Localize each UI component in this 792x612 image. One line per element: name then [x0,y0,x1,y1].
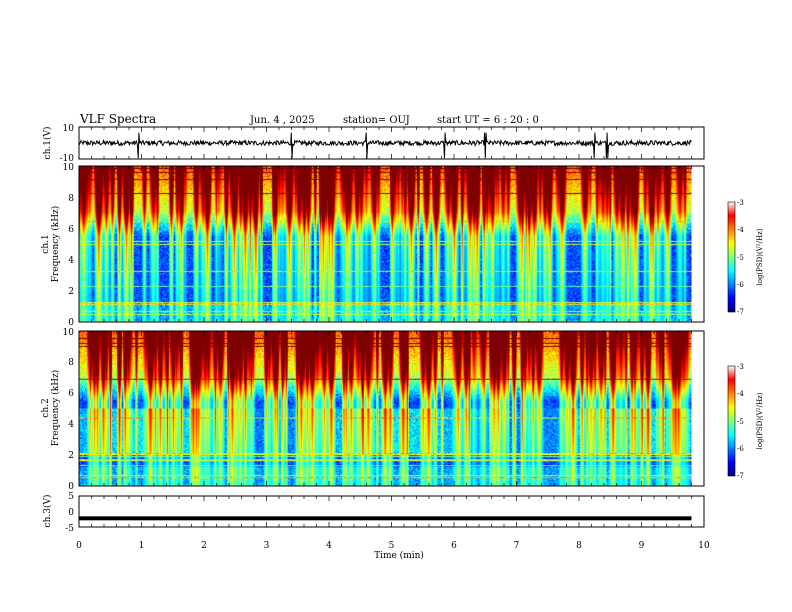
ch2-spec-ylabel-freq: Frequency (kHz) [50,370,61,447]
time-tick-label: 5 [389,541,395,551]
ch1-cb-tick-neg7: -7 [737,308,744,316]
ch1-cb-tick-neg6: -6 [737,281,744,289]
ch2-colorbar [727,365,736,477]
time-tick-label: 9 [639,541,645,551]
ch2-spec-yticks: 0 2 4 6 8 10 [63,328,75,492]
time-tick-label: 0 [76,541,82,551]
time-tick-label: 3 [264,541,270,551]
time-tick-label: 1 [139,541,145,551]
ch1-waveform-panel: 10 -10 ch.1(V) [42,124,705,164]
ch3-ytick-neg5: -5 [65,524,74,534]
ch1-spec-xticks [78,166,705,322]
ch2-spec-ytick-10: 10 [63,328,75,338]
ch3-ylabel: ch.3(V) [42,495,53,528]
ch1-spectrogram-image [79,166,692,322]
time-tick-label: 10 [698,541,710,551]
ch1-ytick-top: 10 [63,124,75,134]
ch1-cb-label: log(PSD)(V²/Hz) [756,228,764,285]
ch2-spec-ytick-8: 8 [68,358,74,368]
time-axis-title: Time (min) [374,550,424,561]
ch1-spec-ytick-4: 4 [68,256,74,266]
time-tick-label: 7 [514,541,520,551]
ch2-spectrogram-image [79,331,692,486]
ch2-spec-ylabel-channel: ch.2 [41,398,51,417]
ch2-spec-ytick-6: 6 [68,389,74,399]
date-label: Jun. 4 , 2025 [249,115,315,126]
ch1-spec-ylabel-freq: Frequency (kHz) [50,206,61,283]
ch2-spec-ytick-4: 4 [68,420,74,430]
ch3-ytick-5: 5 [68,492,74,502]
ch1-cb-tick-neg4: -4 [737,226,744,234]
ch1-spec-ytick-6: 6 [68,225,74,235]
start-ut-label: start UT = 6 : 20 : 0 [437,115,539,126]
ch1-spec-ytick-8: 8 [68,194,74,204]
ch1-spec-yticks: 0 2 4 6 8 10 [63,163,75,328]
ch1-spec-ylabel-channel: ch.1 [41,234,51,253]
figure-title: VLF Spectra [79,112,156,126]
ch1-cb-tick-neg5: -5 [737,254,744,262]
time-tick-label: 8 [576,541,582,551]
ch2-spec-ytick-2: 2 [68,451,74,461]
ch1-xticks [78,127,705,159]
ch1-spectrogram-panel: 0 2 4 6 8 10 ch.1 Frequency (kHz) -3 -4 … [41,163,764,328]
ch1-spec-ytick-0: 0 [68,318,74,328]
ch3-trace [79,516,692,521]
ch1-cb-tick-neg3: -3 [737,199,744,207]
ch2-cb-tick-neg5: -5 [737,418,744,426]
ch1-ylabel: ch.1(V) [42,127,53,160]
ch1-trace [78,132,692,159]
time-axis-labels: 0 1 2 3 4 5 6 7 8 9 10 [76,541,710,551]
ch3-waveform-panel: 5 0 -5 ch.3(V) [42,492,705,534]
ch2-spec-ytick-0: 0 [68,482,74,492]
time-tick-label: 2 [201,541,207,551]
ch2-spec-xticks [78,331,705,486]
ch2-cb-tick-neg4: -4 [737,390,744,398]
ch2-cb-label: log(PSD)(V²/Hz) [756,392,764,449]
ch1-colorbar [727,201,736,313]
station-label: station= OUJ [343,115,410,126]
ch3-xticks [78,496,705,527]
ch2-spectrogram-panel: 0 2 4 6 8 10 ch.2 Frequency (kHz) -3 -4 … [41,328,764,492]
ch2-cb-tick-neg7: -7 [737,472,744,480]
time-tick-label: 6 [451,541,457,551]
ch1-spec-ytick-10: 10 [63,163,75,173]
time-tick-label: 4 [326,541,332,551]
ch2-cb-tick-neg6: -6 [737,445,744,453]
ch3-ytick-0: 0 [68,508,74,518]
ch1-spec-ytick-2: 2 [68,287,74,297]
ch1-ytick-bottom: -10 [60,154,75,164]
ch2-cb-tick-neg3: -3 [737,363,744,371]
